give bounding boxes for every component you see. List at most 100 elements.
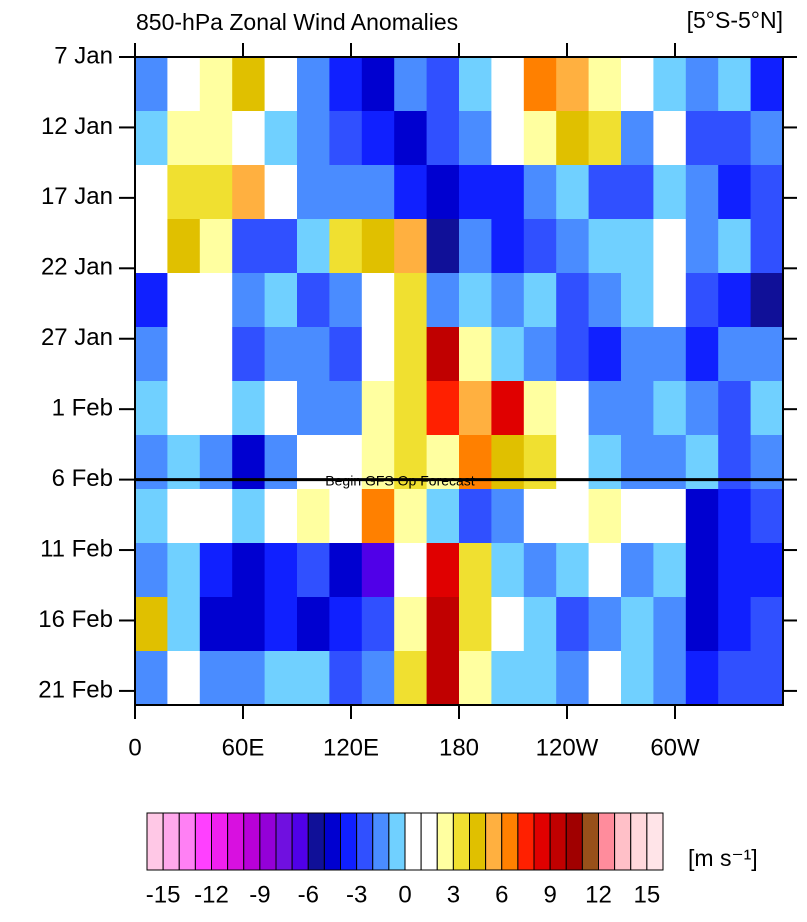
heat-cell (135, 57, 168, 112)
heat-cell (621, 435, 654, 490)
heat-cell (459, 597, 492, 652)
colorbar-tick-label: 0 (398, 881, 411, 908)
heat-cell (653, 381, 687, 436)
heat-cell (556, 543, 590, 598)
heat-cell (135, 111, 168, 166)
heat-cell (685, 435, 719, 490)
heat-cell (297, 57, 330, 112)
forecast-annotation: Begin GFS Op Forecast (325, 472, 475, 488)
heat-cell (135, 273, 168, 328)
y-tick-label: 16 Feb (38, 606, 113, 633)
heat-cell (621, 111, 654, 166)
heat-cell (523, 597, 557, 652)
heat-cell (653, 435, 687, 490)
colorbar-tick-label: 15 (634, 881, 661, 908)
heat-cell (426, 219, 460, 274)
heat-cell (361, 57, 395, 112)
heat-cell (167, 273, 201, 328)
heat-cell (264, 273, 298, 328)
heat-cell (329, 165, 363, 220)
colorbar-box (485, 812, 503, 871)
heat-cell (426, 273, 460, 328)
heat-cell (297, 489, 330, 544)
colorbar-tick-label: -15 (146, 881, 181, 908)
heat-cell (653, 543, 687, 598)
heat-cell (394, 597, 428, 652)
colorbar-box (194, 812, 212, 871)
colorbar-tick-label: -9 (249, 881, 270, 908)
heat-cell (718, 489, 752, 544)
heat-cell (264, 111, 298, 166)
colorbar-box (452, 812, 470, 871)
heat-cell (232, 543, 266, 598)
heat-cell (426, 597, 460, 652)
heat-cell (232, 327, 266, 382)
heat-cell (750, 651, 784, 706)
heat-cell (297, 327, 330, 382)
colorbar-box (388, 812, 406, 871)
heat-cell (750, 57, 784, 112)
heat-cell (523, 489, 557, 544)
heat-cell (394, 165, 428, 220)
heat-cell (232, 435, 266, 490)
heat-cell (394, 543, 428, 598)
heat-cell (588, 435, 622, 490)
heat-cell (491, 381, 525, 436)
heat-cell (232, 651, 266, 706)
colorbar-tick-label: 6 (495, 881, 508, 908)
heat-cell (685, 489, 719, 544)
heat-cell (588, 111, 622, 166)
heat-cell (459, 111, 492, 166)
heat-cell (556, 489, 590, 544)
heat-cell (491, 165, 525, 220)
heat-cell (750, 165, 784, 220)
colorbar-box (581, 812, 599, 871)
heat-cell (361, 111, 395, 166)
heat-cell (297, 111, 330, 166)
colorbar-tick-label: 12 (585, 881, 612, 908)
heat-cell (297, 219, 330, 274)
heat-cell (718, 165, 752, 220)
heat-cell (135, 381, 168, 436)
heat-cell (491, 111, 525, 166)
heat-cell (653, 273, 687, 328)
colorbar-box (501, 812, 519, 871)
colorbar-box (646, 812, 664, 871)
colorbar-box (630, 812, 648, 871)
heat-cell (750, 327, 784, 382)
heat-cell (556, 165, 590, 220)
heat-cell (750, 111, 784, 166)
heat-cell (491, 57, 525, 112)
heat-cell (426, 381, 460, 436)
colorbar-box (598, 812, 616, 871)
heat-cell (653, 489, 687, 544)
heat-cell (750, 597, 784, 652)
heat-cell (167, 435, 201, 490)
heat-cell (621, 489, 654, 544)
colorbar-box (517, 812, 535, 871)
y-tick-label: 27 Jan (41, 324, 113, 351)
colorbar-tick-label: -12 (194, 881, 229, 908)
x-tick-label: 180 (439, 734, 479, 761)
heat-cell (426, 57, 460, 112)
colorbar-box (178, 812, 196, 871)
heat-cell (491, 435, 525, 490)
colorbar-tick-label: 3 (447, 881, 460, 908)
heat-cell (459, 543, 492, 598)
heat-cell (264, 543, 298, 598)
heat-cell (523, 57, 557, 112)
heat-cell (459, 489, 492, 544)
heat-cell (199, 435, 233, 490)
heat-cell (653, 165, 687, 220)
heat-cell (718, 111, 752, 166)
colorbar-box (211, 812, 229, 871)
heat-cell (718, 219, 752, 274)
x-tick-label: 60W (650, 734, 700, 761)
heat-cell (685, 219, 719, 274)
heat-cell (199, 327, 233, 382)
heat-cell (264, 165, 298, 220)
heat-cell (621, 165, 654, 220)
heat-cell (394, 489, 428, 544)
heat-cell (588, 273, 622, 328)
